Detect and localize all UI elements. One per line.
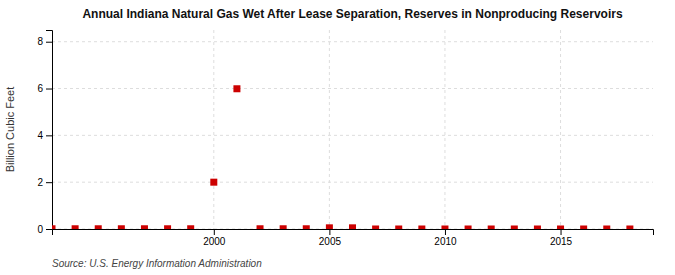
- point: [141, 225, 148, 229]
- tick: 0: [37, 224, 52, 235]
- grid: [52, 30, 653, 229]
- tick: 4: [37, 130, 52, 141]
- point: [280, 225, 287, 229]
- tick: 2015: [550, 229, 573, 247]
- tick: 2000: [203, 229, 226, 247]
- point: [164, 225, 171, 229]
- point: [626, 226, 633, 230]
- title: Annual Indiana Natural Gas Wet After Lea…: [82, 7, 622, 21]
- tick: 6: [37, 83, 52, 94]
- point: [187, 225, 194, 229]
- chart: 2000 2005 2010 2015 0 2 4 6 8 Annual Indiana Natu…: [0, 0, 675, 275]
- annotation: Source: U.S. Energy Information Administ…: [52, 258, 262, 269]
- point: [72, 225, 79, 229]
- point: [534, 226, 541, 230]
- tick-label: 2010: [434, 236, 457, 247]
- tick: 8: [37, 36, 52, 47]
- point: [326, 224, 333, 229]
- tick-mark: [46, 135, 52, 136]
- point: [418, 226, 425, 230]
- point: [441, 226, 448, 230]
- tick-label: 8: [37, 36, 43, 47]
- point: [580, 226, 587, 230]
- tick-mark: [46, 42, 52, 43]
- point: [488, 226, 495, 230]
- tick-mark: [46, 229, 52, 230]
- y-axis-title: Billion Cubic Feet: [4, 87, 16, 173]
- tick-label: 2005: [319, 236, 342, 247]
- point: [557, 226, 564, 230]
- point: [95, 225, 102, 229]
- point: [233, 85, 240, 92]
- tick-label: 4: [37, 130, 43, 141]
- point: [118, 225, 125, 229]
- grid-line: [52, 41, 653, 42]
- tick-label: 2015: [550, 236, 573, 247]
- tick-mark: [329, 229, 330, 235]
- point: [210, 179, 217, 186]
- point: [511, 226, 518, 230]
- grid-line: [52, 88, 653, 89]
- point: [349, 224, 356, 229]
- tick: 2: [37, 177, 52, 188]
- point: [52, 225, 56, 229]
- tick-mark: [561, 229, 562, 235]
- point: [395, 226, 402, 230]
- tick-label: 6: [37, 83, 43, 94]
- tick: 2010: [434, 229, 457, 247]
- point: [603, 226, 610, 230]
- axis-line: [46, 31, 53, 230]
- point: [465, 226, 472, 230]
- grid-line: [52, 182, 653, 183]
- grid-line: [560, 30, 561, 229]
- points: [52, 85, 633, 229]
- tick-label: 2000: [203, 236, 226, 247]
- plot: 2000 2005 2010 2015 0 2 4 6 8: [37, 30, 653, 247]
- tick-mark: [445, 229, 446, 235]
- axis-line: [53, 230, 654, 236]
- point: [372, 226, 379, 230]
- tick-label: 0: [37, 224, 43, 235]
- tick-mark: [214, 229, 215, 235]
- tick-mark: [46, 182, 52, 183]
- grid-line: [444, 30, 445, 229]
- tick-mark: [46, 89, 52, 90]
- x-axis: 2000 2005 2010 2015: [53, 229, 654, 247]
- point: [257, 225, 264, 229]
- grid-line: [329, 30, 330, 229]
- tick-label: 2: [37, 177, 43, 188]
- y-axis: 0 2 4 6 8: [37, 31, 52, 235]
- grid-line: [52, 135, 653, 136]
- grid-line: [213, 30, 214, 229]
- point: [303, 225, 310, 229]
- tick: 2005: [319, 229, 342, 247]
